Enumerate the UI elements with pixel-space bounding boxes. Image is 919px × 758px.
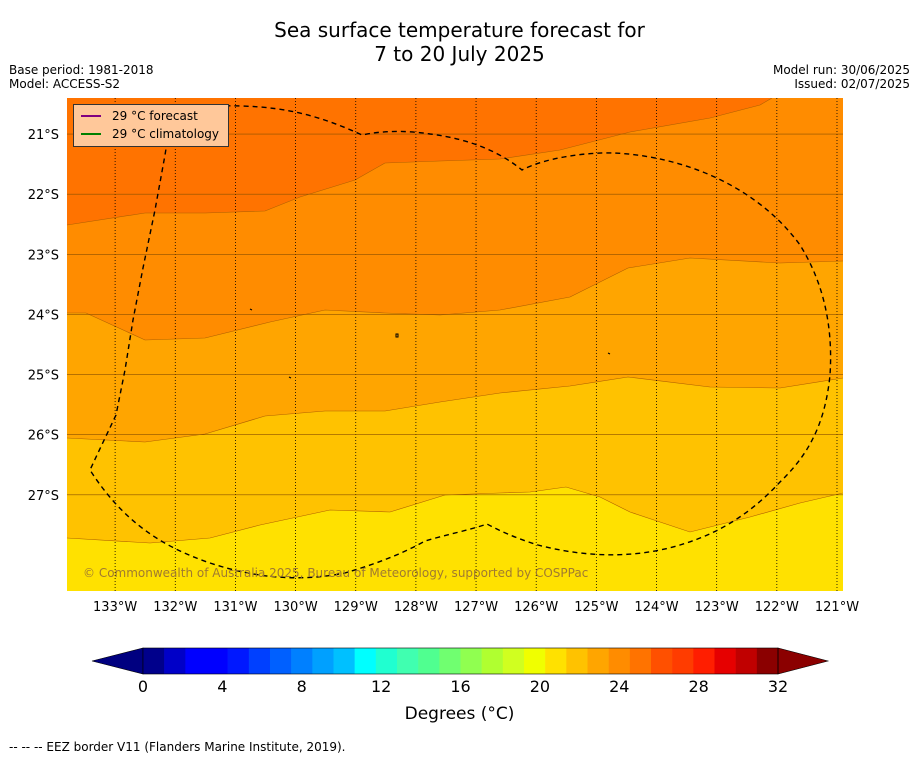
- longitude-tick-label: 127°W: [454, 600, 498, 615]
- longitude-tick-label: 131°W: [213, 600, 257, 615]
- colorbar-segment: [270, 648, 292, 674]
- longitude-tick-label: 129°W: [334, 600, 378, 615]
- colorbar-segment: [629, 648, 652, 674]
- legend-climatology-line: [81, 133, 101, 135]
- colorbar-segment: [354, 648, 377, 674]
- colorbar-segment: [164, 648, 186, 674]
- colorbar-segment: [227, 648, 250, 674]
- longitude-tick-label: 123°W: [695, 600, 739, 615]
- title-line-1: Sea surface temperature forecast for: [274, 18, 645, 42]
- metadata-right: Model run: 30/06/2025 Issued: 02/07/2025: [773, 63, 910, 91]
- colorbar-segment: [397, 648, 419, 674]
- longitude-tick-label: 124°W: [634, 600, 678, 615]
- colorbar-tick-label: 4: [217, 677, 227, 696]
- colorbar-segment: [502, 648, 525, 674]
- colorbar-segment: [333, 648, 355, 674]
- longitude-tick-label: 126°W: [514, 600, 558, 615]
- colorbar-tick-label: 0: [138, 677, 148, 696]
- colorbar-segment: [651, 648, 673, 674]
- colorbar-segment: [418, 648, 440, 674]
- legend-forecast-row: 29 °C forecast: [81, 108, 198, 124]
- longitude-tick-label: 132°W: [153, 600, 197, 615]
- latitude-tick-label: 27°S: [28, 489, 59, 504]
- copyright-notice: © Commonwealth of Australia 2025, Bureau…: [83, 566, 589, 580]
- longitude-tick-label: 122°W: [755, 600, 799, 615]
- colorbar-segment: [291, 648, 313, 674]
- colorbar-segment: [312, 648, 334, 674]
- island-marks: [249, 308, 611, 379]
- colorbar-tick-label: 24: [609, 677, 629, 696]
- title-line-2: 7 to 20 July 2025: [374, 42, 545, 66]
- colorbar-segment: [587, 648, 609, 674]
- colorbar-segment: [714, 648, 736, 674]
- legend-forecast-line: [81, 115, 101, 117]
- base-period: Base period: 1981-2018: [9, 63, 154, 77]
- colorbar-under-arrow: [91, 647, 144, 675]
- chart-title: Sea surface temperature forecast for 7 t…: [0, 18, 919, 66]
- colorbar-segment: [566, 648, 588, 674]
- isotherm-legend: 29 °C forecast 29 °C climatology: [73, 104, 229, 147]
- colorbar-segment: [481, 648, 504, 674]
- colorbar: [91, 647, 830, 675]
- longitude-tick-label: 130°W: [274, 600, 318, 615]
- colorbar-segment: [206, 648, 228, 674]
- colorbar-tick-label: 32: [768, 677, 788, 696]
- colorbar-tick-label: 28: [688, 677, 708, 696]
- sst-field: [67, 98, 843, 591]
- latitude-tick-label: 23°S: [28, 248, 59, 263]
- issued-date: Issued: 02/07/2025: [794, 77, 910, 91]
- colorbar-segment: [735, 648, 758, 674]
- colorbar-tick-label: 20: [530, 677, 550, 696]
- colorbar-tick-label: 8: [297, 677, 307, 696]
- colorbar-segment: [545, 648, 567, 674]
- longitude-tick-label: 121°W: [815, 600, 859, 615]
- colorbar-frame: [142, 647, 779, 675]
- legend-climatology-row: 29 °C climatology: [81, 126, 219, 142]
- colorbar-segment: [185, 648, 207, 674]
- colorbar-segment: [248, 648, 271, 674]
- eez-footnote: -- -- -- EEZ border V11 (Flanders Marine…: [9, 740, 346, 754]
- legend-forecast-label: 29 °C forecast: [112, 109, 198, 123]
- colorbar-segment: [693, 648, 715, 674]
- colorbar-segment: [460, 648, 482, 674]
- longitude-tick-label: 125°W: [574, 600, 618, 615]
- colorbar-segment: [143, 648, 165, 674]
- longitude-tick-label: 133°W: [93, 600, 137, 615]
- latitude-tick-label: 24°S: [28, 308, 59, 323]
- latitude-tick-labels: 21°S 22°S 23°S 24°S 25°S 26°S 27°S: [28, 128, 59, 504]
- colorbar-segment: [439, 648, 461, 674]
- colorbar-tick-label: 12: [371, 677, 391, 696]
- longitude-tick-labels: 133°W 132°W 131°W 130°W 129°W 128°W 127°W 126°W…: [93, 600, 859, 615]
- colorbar-units: Degrees (°C): [404, 704, 515, 724]
- latitude-tick-label: 22°S: [28, 188, 59, 203]
- eez-border: [89, 105, 832, 579]
- colorbar-tick-labels: 0 4 8 12 16 20 24 28 32: [138, 677, 788, 696]
- legend-climatology-label: 29 °C climatology: [112, 127, 220, 141]
- isotherm-lines: [67, 98, 843, 544]
- colorbar-tick-label: 16: [450, 677, 470, 696]
- colorbar-segment: [672, 648, 694, 674]
- longitude-tick-label: 128°W: [394, 600, 438, 615]
- model-name: Model: ACCESS-S2: [9, 77, 121, 91]
- model-run: Model run: 30/06/2025: [772, 63, 910, 77]
- colorbar-over-arrow: [777, 647, 830, 675]
- metadata-left: Base period: 1981-2018 Model: ACCESS-S2: [9, 63, 154, 91]
- colorbar-segment: [375, 648, 398, 674]
- latitude-tick-label: 25°S: [28, 369, 59, 384]
- latitude-tick-label: 21°S: [28, 128, 59, 143]
- colorbar-segment: [756, 648, 779, 674]
- colorbar-segment: [524, 648, 546, 674]
- latitude-tick-label: 26°S: [28, 429, 59, 444]
- colorbar-segment: [608, 648, 631, 674]
